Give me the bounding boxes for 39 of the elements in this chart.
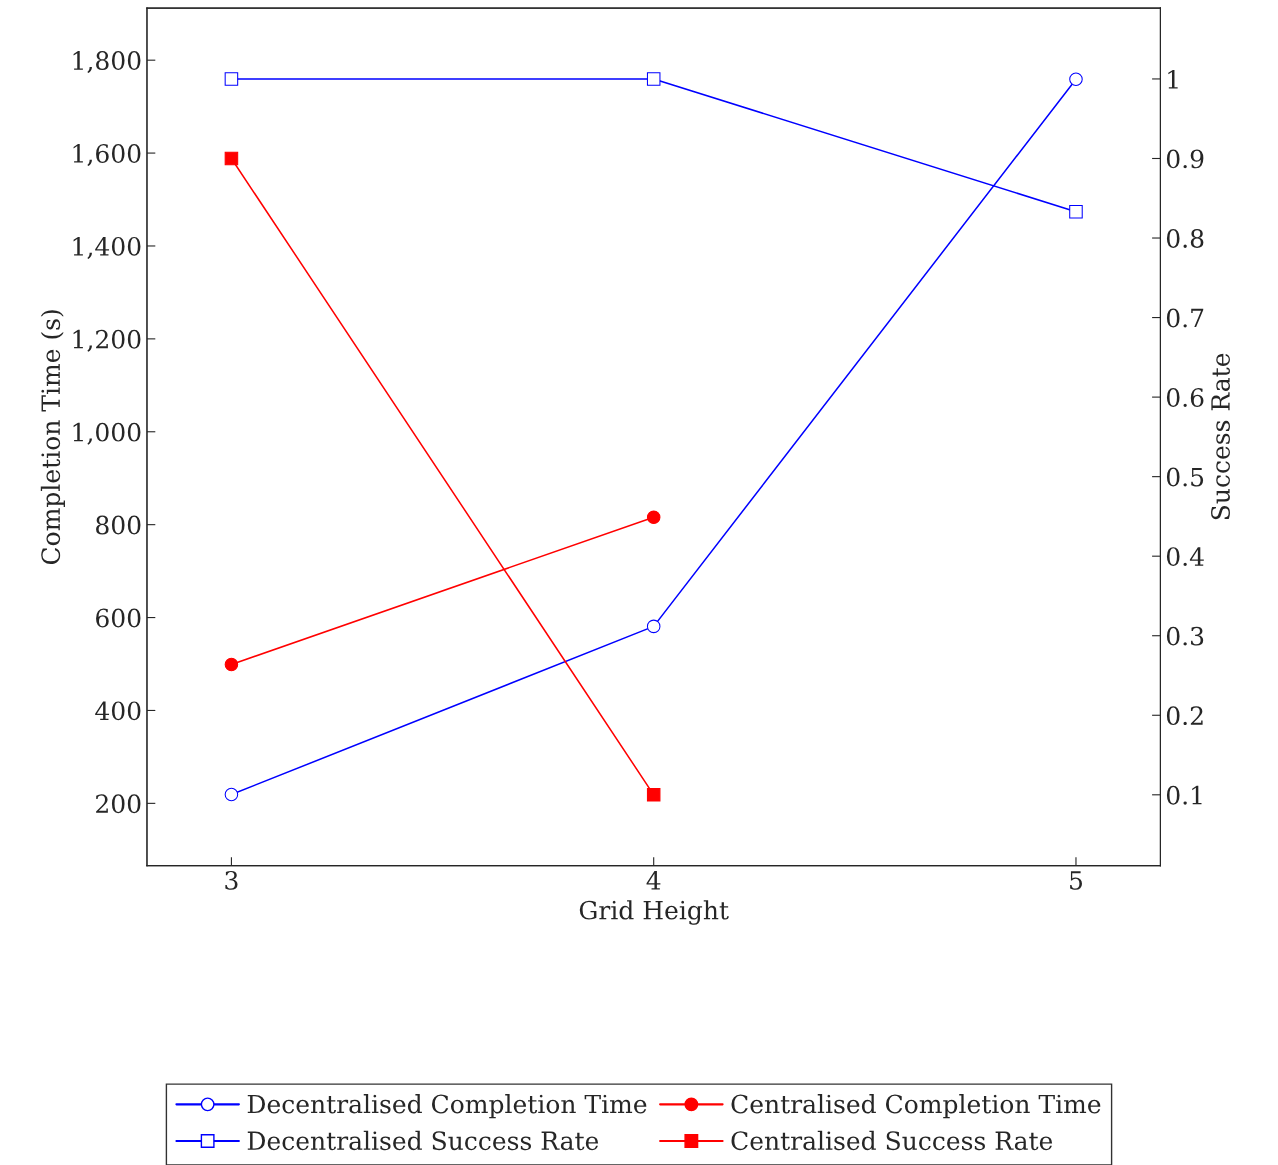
y2-tick-label: 0.2 bbox=[1166, 706, 1203, 726]
legend-label: Decentralised Completion Time bbox=[247, 1094, 647, 1119]
y2-tick-label: 0.7 bbox=[1166, 308, 1204, 328]
y-tick-label: 1,400 bbox=[73, 236, 141, 259]
y-tick-label: 1,000 bbox=[73, 422, 141, 445]
y2-tick-label: 0.5 bbox=[1166, 467, 1204, 487]
x-axis-title: Grid Height bbox=[579, 900, 729, 925]
point bbox=[646, 510, 661, 524]
legend-label: Centralised Success Rate bbox=[731, 1130, 1053, 1151]
y-tick-label: 400 bbox=[95, 701, 141, 721]
y2-tick-label: 1 bbox=[1168, 69, 1178, 89]
x-tick-label: 5 bbox=[1070, 871, 1082, 890]
point bbox=[224, 151, 239, 166]
legend-label: Centralised Completion Time bbox=[731, 1094, 1101, 1119]
y-tick-label: 1,600 bbox=[73, 144, 141, 166]
y2-axis-title: Success Rate bbox=[1211, 353, 1230, 520]
y-tick-label: 1,200 bbox=[73, 329, 141, 352]
point bbox=[646, 619, 661, 634]
legend-label: Decentralised Success Rate bbox=[247, 1130, 599, 1151]
y-tick-label: 600 bbox=[96, 608, 141, 628]
y2-tick-label: 0.3 bbox=[1166, 626, 1204, 646]
point bbox=[1069, 72, 1083, 86]
y-axis-title: Completion Time (s) bbox=[40, 310, 65, 565]
y-tick-label: 800 bbox=[96, 515, 141, 535]
y2-tick-label: 0.8 bbox=[1166, 228, 1204, 248]
point bbox=[646, 788, 661, 802]
point bbox=[1069, 205, 1083, 219]
point bbox=[224, 787, 239, 802]
y-tick-label: 200 bbox=[96, 794, 141, 814]
point bbox=[224, 657, 239, 672]
y2-tick-label: 0.6 bbox=[1166, 388, 1204, 407]
y2-tick-label: 0.1 bbox=[1166, 785, 1202, 805]
point bbox=[224, 72, 239, 86]
point bbox=[646, 72, 661, 86]
y2-tick-label: 0.4 bbox=[1166, 547, 1204, 567]
y2-tick-label: 0.9 bbox=[1166, 149, 1204, 169]
y-tick-label: 1,800 bbox=[73, 51, 141, 74]
x-tick-label: 4 bbox=[646, 870, 661, 890]
x-tick-label: 3 bbox=[225, 870, 238, 890]
